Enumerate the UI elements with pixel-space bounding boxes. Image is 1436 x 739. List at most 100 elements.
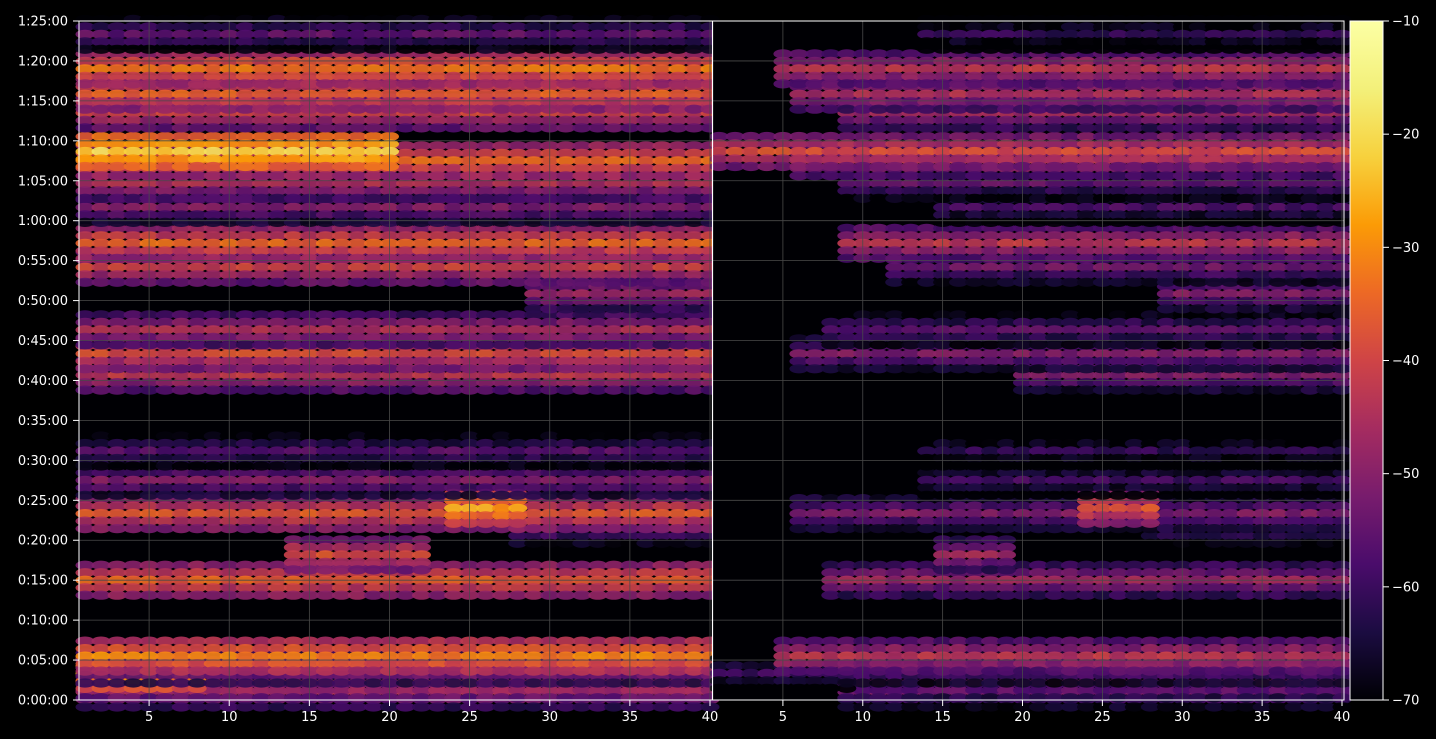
heatmap-cell bbox=[508, 666, 528, 676]
heatmap-cell bbox=[251, 685, 271, 695]
heatmap-cell bbox=[347, 678, 367, 688]
heatmap-cell bbox=[123, 666, 143, 676]
heatmap-cell bbox=[364, 644, 383, 654]
heatmap-band bbox=[773, 636, 1352, 676]
heatmap-cell bbox=[235, 685, 255, 695]
heatmap-cell bbox=[476, 651, 496, 661]
heatmap-cell bbox=[604, 702, 624, 712]
heatmap-cell bbox=[364, 678, 383, 688]
heatmap-cell bbox=[187, 636, 207, 646]
heatmap-cell bbox=[476, 678, 496, 688]
heatmap-cell bbox=[652, 659, 672, 669]
heatmap-cell bbox=[283, 659, 303, 669]
heatmap-cell bbox=[444, 666, 464, 676]
heatmap-cell bbox=[364, 659, 383, 669]
heatmap-cell bbox=[75, 636, 95, 646]
heatmap-cell bbox=[492, 702, 512, 712]
heatmap-cell bbox=[556, 702, 576, 712]
heatmap-cell bbox=[572, 659, 592, 669]
heatmap-cell bbox=[476, 659, 496, 669]
heatmap-band bbox=[75, 74, 720, 114]
heatmap-cell bbox=[123, 568, 143, 578]
heatmap-cell bbox=[364, 636, 383, 646]
heatmap-cell bbox=[75, 651, 95, 661]
heatmap-cell bbox=[668, 666, 688, 676]
heatmap-cell bbox=[107, 651, 127, 661]
heatmap-cell bbox=[235, 666, 255, 676]
heatmap-cell bbox=[636, 666, 656, 676]
heatmap-cell bbox=[412, 702, 431, 712]
heatmap-cell bbox=[428, 678, 448, 688]
heatmap-cell bbox=[636, 685, 656, 695]
heatmap-cell bbox=[155, 644, 175, 654]
heatmap-band bbox=[75, 131, 399, 172]
heatmap-cell bbox=[668, 685, 688, 695]
heatmap-cell bbox=[572, 651, 592, 661]
heatmap-cell bbox=[91, 659, 111, 669]
heatmap-cell bbox=[428, 659, 448, 669]
heatmap-cell bbox=[620, 702, 640, 712]
heatmap-cell bbox=[492, 666, 512, 676]
heatmap-cell bbox=[428, 651, 448, 661]
heatmap-cell bbox=[396, 666, 415, 676]
heatmap-cell bbox=[396, 659, 415, 669]
heatmap-cell bbox=[171, 659, 191, 669]
heatmap-cell bbox=[251, 678, 271, 688]
heatmap-cell bbox=[668, 651, 688, 661]
heatmap-cell bbox=[556, 666, 576, 676]
heatmap-cell bbox=[315, 659, 335, 669]
heatmap-cell bbox=[331, 659, 351, 669]
heatmap-cell bbox=[668, 702, 688, 712]
heatmap-cell bbox=[331, 685, 351, 695]
heatmap-cell bbox=[283, 702, 303, 712]
heatmap-band bbox=[75, 560, 720, 600]
heatmap-cell bbox=[267, 678, 287, 688]
heatmap-cell bbox=[267, 651, 287, 661]
heatmap-cell bbox=[75, 659, 95, 669]
heatmap-cell bbox=[251, 666, 271, 676]
heatmap-cell bbox=[283, 685, 303, 695]
heatmap-cell bbox=[684, 644, 704, 654]
heatmap-cell bbox=[492, 685, 512, 695]
heatmap-cell bbox=[492, 678, 512, 688]
heatmap-cell bbox=[508, 702, 528, 712]
heatmap-cell bbox=[396, 702, 415, 712]
heatmap-cell bbox=[203, 666, 223, 676]
heatmap-cell bbox=[235, 678, 255, 688]
heatmap-cell bbox=[444, 644, 464, 654]
heatmap-cell bbox=[123, 636, 143, 646]
heatmap-cell bbox=[331, 666, 351, 676]
heatmap-cell bbox=[572, 685, 592, 695]
heatmap-cell bbox=[75, 590, 95, 600]
heatmap-cell bbox=[588, 702, 608, 712]
heatmap-cell bbox=[652, 685, 672, 695]
heatmap-cell bbox=[123, 659, 143, 669]
heatmap-cell bbox=[428, 685, 448, 695]
heatmap-cell bbox=[684, 678, 704, 688]
heatmap-cell bbox=[556, 651, 576, 661]
heatmap-cell bbox=[283, 651, 303, 661]
heatmap-cell bbox=[155, 568, 175, 578]
heatmap-cell bbox=[556, 685, 576, 695]
heatmap-cell bbox=[187, 678, 207, 688]
heatmap-cell bbox=[652, 702, 672, 712]
heatmap-cell bbox=[267, 659, 287, 669]
heatmap-cell bbox=[203, 678, 223, 688]
heatmap-cell bbox=[75, 644, 95, 654]
heatmap-cell bbox=[203, 685, 223, 695]
heatmap-cell bbox=[267, 685, 287, 695]
heatmap-cell bbox=[171, 644, 191, 654]
heatmap-cell bbox=[91, 583, 111, 593]
heatmap-cell bbox=[412, 659, 431, 669]
heatmap-cell bbox=[187, 644, 207, 654]
heatmap-cell bbox=[556, 659, 576, 669]
heatmap-cell bbox=[155, 583, 175, 593]
heatmap-cell bbox=[412, 685, 431, 695]
heatmap-cell bbox=[556, 678, 576, 688]
heatmap-cell bbox=[91, 651, 111, 661]
heatmap-cell bbox=[251, 659, 271, 669]
heatmap-cell bbox=[412, 644, 431, 654]
heatmap-cell bbox=[636, 636, 656, 646]
heatmap-cell bbox=[604, 644, 624, 654]
heatmap-cell bbox=[267, 636, 287, 646]
